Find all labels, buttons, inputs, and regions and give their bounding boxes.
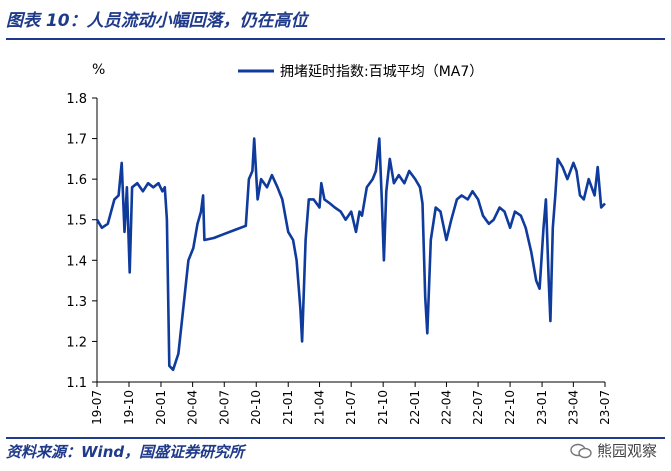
y-tick-label: 1.8 — [66, 92, 87, 107]
bottom-rule — [6, 437, 665, 439]
y-tick-label: 1.5 — [66, 214, 87, 229]
y-tick-label: 1.7 — [66, 133, 87, 148]
title-rule — [6, 38, 665, 40]
x-tick-label: 21-04 — [313, 390, 327, 425]
x-tick-label: 22-07 — [471, 390, 485, 425]
x-tick-label: 22-01 — [408, 390, 422, 425]
figure-title: 图表 10：人员流动小幅回落，仍在高位 — [6, 11, 308, 31]
y-tick-label: 1.1 — [66, 376, 87, 391]
x-tick-label: 23-01 — [535, 390, 549, 425]
x-tick-label: 21-07 — [344, 390, 358, 425]
x-tick-label: 20-01 — [154, 390, 168, 425]
y-ticks: 1.1 1.2 1.3 1.4 1.5 1.6 1.7 1.8 — [66, 92, 97, 391]
x-tick-label: 20-10 — [249, 390, 263, 425]
legend-label: 拥堵延时指数:百城平均（MA7） — [280, 64, 483, 80]
x-tick-label: 22-10 — [503, 390, 517, 425]
legend: 拥堵延时指数:百城平均（MA7） — [238, 64, 483, 80]
x-tick-label: 23-07 — [598, 390, 612, 425]
watermark-text: 熊园观察 — [596, 442, 657, 460]
y-tick-label: 1.6 — [66, 173, 87, 188]
x-tick-label: 20-04 — [186, 390, 200, 425]
series-line — [95, 137, 606, 372]
x-tick-label: 23-04 — [566, 390, 580, 425]
watermark: 熊园观察 — [570, 440, 657, 461]
x-tick-label: 21-10 — [376, 390, 390, 425]
y-tick-label: 1.4 — [66, 254, 87, 269]
line-chart: % 拥堵延时指数:百城平均（MA7） 1.1 1.2 1.3 1.4 1.5 1.6 1.7… — [66, 62, 612, 425]
y-tick-label: 1.3 — [66, 295, 87, 310]
x-tick-label: 19-07 — [90, 390, 104, 425]
y-tick-label: 1.2 — [66, 335, 87, 350]
x-ticks: 19-07 19-10 20-01 20-04 20-07 20-10 21-01 21-04… — [90, 382, 612, 425]
y-unit-label: % — [92, 62, 105, 78]
x-tick-label: 22-04 — [439, 390, 453, 425]
wechat-icon — [570, 443, 592, 458]
x-tick-label: 20-07 — [217, 390, 231, 425]
x-tick-label: 19-10 — [122, 390, 136, 425]
source-note: 资料来源：Wind，国盛证券研究所 — [6, 443, 245, 461]
x-tick-label: 21-01 — [281, 390, 295, 425]
